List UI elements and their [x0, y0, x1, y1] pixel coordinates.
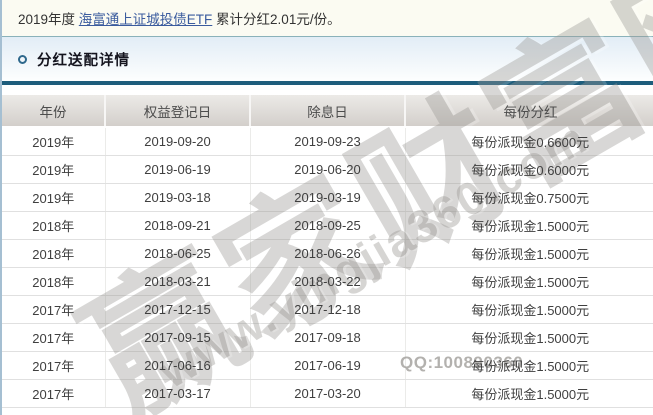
table-row: 2017年 2017-06-16 2017-06-19 每份派现金1.5000元: [2, 351, 653, 380]
table-row: 2018年 2018-09-21 2018-09-25 每份派现金1.5000元: [2, 211, 653, 240]
dividend-table-body: 2019年 2019-09-20 2019-09-23 每份派现金0.6600元 201…: [2, 127, 653, 408]
table-cell: 2017年: [2, 295, 106, 324]
summary-suffix: 累计分红2.01元/份。: [212, 12, 341, 27]
table-row: 2019年 2019-06-19 2019-06-20 每份派现金0.6000元: [2, 155, 653, 184]
table-row: 2018年 2018-06-25 2018-06-26 每份派现金1.5000元: [2, 239, 653, 268]
section-title: 分红送配详情: [37, 52, 130, 69]
table-cell: 每份派现金1.5000元: [405, 295, 653, 324]
summary-bar: 2019年度 海富通上证城投债ETF 累计分红2.01元/份。: [2, 0, 653, 37]
summary-prefix: 2019年度: [18, 12, 79, 27]
table-cell: 2019年: [2, 127, 106, 156]
table-row: 2019年 2019-03-18 2019-03-19 每份派现金0.7500元: [2, 183, 653, 212]
column-header-dividend-per-share: 每份分红: [405, 95, 653, 128]
table-row: 2018年 2018-03-21 2018-03-22 每份派现金1.5000元: [2, 267, 653, 296]
fund-link[interactable]: 海富通上证城投债ETF: [78, 12, 213, 27]
table-cell: 2018年: [2, 211, 106, 240]
table-cell: 2019-03-18: [105, 183, 251, 212]
table-cell: 2017年: [2, 379, 106, 408]
table-row: 2017年 2017-09-15 2017-09-18 每份派现金1.5000元: [2, 323, 653, 352]
table-cell: 每份派现金0.6000元: [405, 155, 653, 184]
table-cell: 2019年: [2, 155, 106, 184]
table-cell: 2019-09-20: [105, 127, 251, 156]
circle-bullet-icon: [18, 54, 27, 64]
table-cell: 每份派现金1.5000元: [405, 379, 653, 408]
dividend-table-container: 年份 权益登记日 除息日 每份分红 2019年 2019-09-20 2019-09…: [2, 95, 653, 408]
table-cell: 每份派现金1.5000元: [405, 323, 653, 352]
table-cell: 2018-06-25: [105, 239, 251, 268]
table-row: 2017年 2017-03-17 2017-03-20 每份派现金1.5000元: [2, 379, 653, 408]
column-header-ex-dividend-date: 除息日: [250, 95, 406, 128]
table-cell: 2018年: [2, 239, 106, 268]
table-cell: 2017-03-17: [105, 379, 251, 408]
column-header-record-date: 权益登记日: [105, 95, 251, 128]
table-cell: 2017年: [2, 351, 106, 380]
table-cell: 每份派现金0.6600元: [405, 127, 653, 156]
table-cell: 2018-09-21: [105, 211, 251, 240]
section-header: 分红送配详情: [2, 37, 653, 85]
table-cell: 每份派现金1.5000元: [405, 351, 653, 380]
table-cell: 2019-03-19: [250, 183, 406, 212]
table-cell: 2019-09-23: [250, 127, 406, 156]
table-cell: 2017-06-19: [250, 351, 406, 380]
table-cell: 2018-09-25: [250, 211, 406, 240]
table-cell: 2018-06-26: [250, 239, 406, 268]
table-cell: 每份派现金1.5000元: [405, 211, 653, 240]
table-header-row: 年份 权益登记日 除息日 每份分红: [2, 95, 653, 128]
table-cell: 2017-03-20: [250, 379, 406, 408]
dividend-table: 年份 权益登记日 除息日 每份分红 2019年 2019-09-20 2019-09…: [2, 95, 653, 408]
table-cell: 2017-12-15: [105, 295, 251, 324]
table-cell: 2017-06-16: [105, 351, 251, 380]
table-row: 2017年 2017-12-15 2017-12-18 每份派现金1.5000元: [2, 295, 653, 324]
table-row: 2019年 2019-09-20 2019-09-23 每份派现金0.6600元: [2, 127, 653, 156]
table-cell: 2017-09-18: [250, 323, 406, 352]
table-cell: 每份派现金1.5000元: [405, 267, 653, 296]
table-cell: 2018-03-22: [250, 267, 406, 296]
table-cell: 每份派现金1.5000元: [405, 239, 653, 268]
table-cell: 2019年: [2, 183, 106, 212]
table-cell: 2018-03-21: [105, 267, 251, 296]
table-cell: 2019-06-19: [105, 155, 251, 184]
table-cell: 2017-12-18: [250, 295, 406, 324]
table-cell: 2017年: [2, 323, 106, 352]
table-cell: 2018年: [2, 267, 106, 296]
table-cell: 2017-09-15: [105, 323, 251, 352]
table-cell: 2019-06-20: [250, 155, 406, 184]
table-cell: 每份派现金0.7500元: [405, 183, 653, 212]
column-header-year: 年份: [2, 95, 106, 128]
